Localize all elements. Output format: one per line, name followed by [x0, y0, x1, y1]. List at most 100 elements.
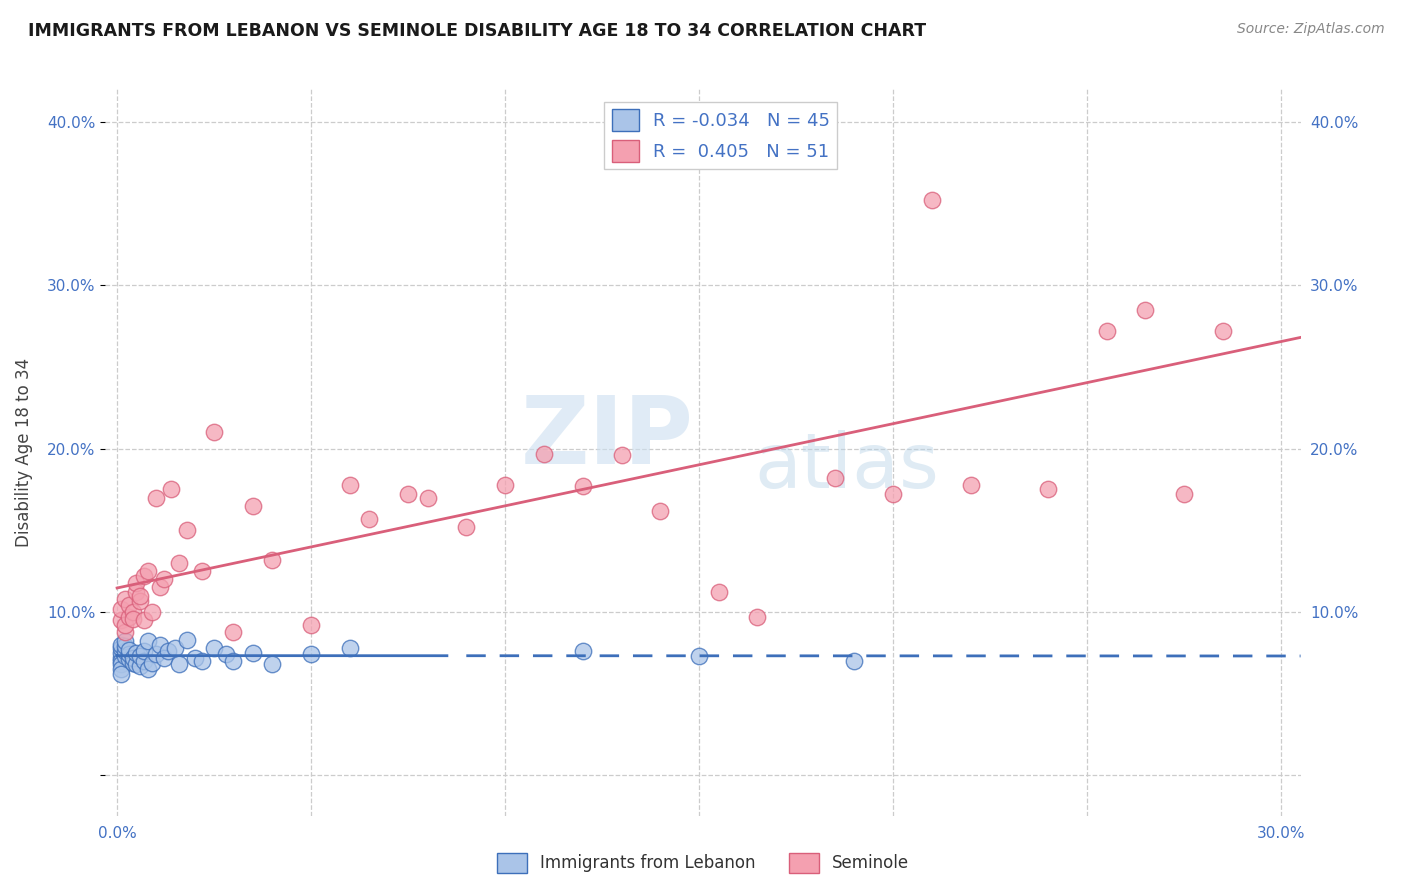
Point — [191, 564, 214, 578]
Text: Source: ZipAtlas.com: Source: ZipAtlas.com — [1237, 22, 1385, 37]
Point — [242, 499, 264, 513]
Point — [121, 605, 143, 619]
Point — [262, 657, 284, 672]
Point — [145, 648, 167, 662]
Point — [134, 569, 156, 583]
Point — [125, 657, 148, 672]
Point — [121, 656, 143, 670]
Point — [183, 650, 205, 665]
Point — [114, 634, 136, 648]
Point — [129, 589, 152, 603]
Point — [149, 638, 172, 652]
Point — [136, 662, 159, 676]
Point — [125, 575, 148, 590]
Point — [110, 650, 132, 665]
Point — [456, 520, 478, 534]
Point — [118, 599, 141, 613]
Point — [110, 667, 132, 681]
Point — [110, 638, 132, 652]
Point — [134, 613, 156, 627]
Legend: Immigrants from Lebanon, Seminole: Immigrants from Lebanon, Seminole — [491, 847, 915, 880]
Point — [242, 646, 264, 660]
Point — [222, 624, 245, 639]
Point — [129, 659, 152, 673]
Point — [114, 649, 136, 664]
Point — [215, 648, 238, 662]
Point — [533, 446, 555, 460]
Point — [882, 487, 904, 501]
Point — [121, 650, 143, 665]
Point — [359, 512, 381, 526]
Point — [202, 640, 225, 655]
Point — [222, 654, 245, 668]
Point — [785, 135, 807, 149]
Point — [118, 610, 141, 624]
Point — [339, 477, 361, 491]
Point — [134, 644, 156, 658]
Point — [110, 601, 132, 615]
Point — [160, 483, 183, 497]
Point — [571, 479, 593, 493]
Point — [299, 618, 322, 632]
Text: IMMIGRANTS FROM LEBANON VS SEMINOLE DISABILITY AGE 18 TO 34 CORRELATION CHART: IMMIGRANTS FROM LEBANON VS SEMINOLE DISA… — [28, 22, 927, 40]
Point — [262, 552, 284, 566]
Point — [114, 644, 136, 658]
Point — [141, 656, 163, 670]
Point — [121, 611, 143, 625]
Point — [396, 487, 419, 501]
Point — [610, 448, 633, 462]
Point — [299, 648, 322, 662]
Point — [114, 618, 136, 632]
Point — [747, 610, 769, 624]
Point — [824, 471, 846, 485]
Point — [110, 613, 132, 627]
Point — [202, 425, 225, 440]
Point — [114, 624, 136, 639]
Point — [145, 491, 167, 505]
Point — [650, 504, 672, 518]
Point — [118, 648, 141, 662]
Point — [959, 477, 981, 491]
Point — [125, 585, 148, 599]
Point — [707, 585, 730, 599]
Point — [110, 646, 132, 660]
Point — [1095, 324, 1118, 338]
Point — [176, 632, 198, 647]
Point — [114, 640, 136, 654]
Point — [1173, 487, 1195, 501]
Point — [110, 657, 132, 672]
Point — [110, 654, 132, 668]
Point — [167, 556, 190, 570]
Point — [110, 640, 132, 655]
Point — [136, 564, 159, 578]
Point — [129, 593, 152, 607]
Point — [110, 662, 132, 676]
Point — [571, 644, 593, 658]
Point — [339, 640, 361, 655]
Point — [152, 572, 174, 586]
Point — [129, 649, 152, 664]
Point — [165, 640, 187, 655]
Point — [176, 523, 198, 537]
Point — [921, 194, 943, 208]
Point — [118, 652, 141, 666]
Point — [152, 650, 174, 665]
Point — [167, 657, 190, 672]
Point — [844, 654, 866, 668]
Point — [114, 591, 136, 606]
Point — [1135, 302, 1157, 317]
Text: ZIP: ZIP — [522, 392, 693, 484]
Point — [134, 654, 156, 668]
Point — [125, 646, 148, 660]
Point — [118, 642, 141, 657]
Point — [136, 634, 159, 648]
Point — [156, 644, 179, 658]
Text: atlas: atlas — [754, 430, 939, 504]
Point — [1212, 324, 1234, 338]
Point — [688, 649, 710, 664]
Point — [149, 581, 172, 595]
Point — [191, 654, 214, 668]
Legend: R = -0.034   N = 45, R =  0.405   N = 51: R = -0.034 N = 45, R = 0.405 N = 51 — [605, 102, 838, 169]
Y-axis label: Disability Age 18 to 34: Disability Age 18 to 34 — [15, 358, 34, 548]
Point — [1038, 483, 1060, 497]
